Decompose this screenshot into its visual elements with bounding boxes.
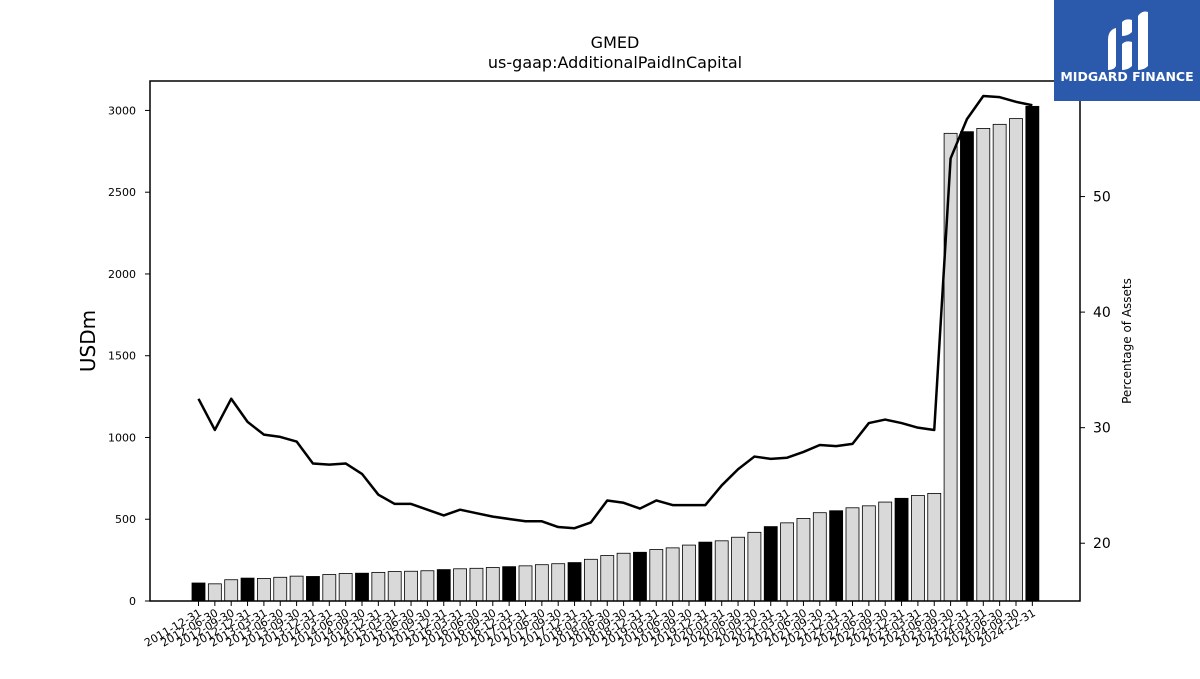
- bar-2019-12-31: [698, 541, 713, 602]
- bar-2023-06-30: [927, 492, 942, 602]
- y-tick-label: 0: [129, 595, 136, 608]
- y2-tick-label: 20: [1093, 536, 1111, 552]
- bar-2013-09-30: [289, 575, 304, 602]
- bar-2023-12-31: [960, 131, 974, 602]
- bar-2014-09-30: [355, 572, 369, 602]
- bar-2014-06-30: [338, 573, 353, 602]
- bar-2024-09-30: [1009, 118, 1023, 602]
- logo: MIDGARD FINANCE: [1054, 0, 1200, 101]
- logo-text: MIDGARD FINANCE: [1060, 69, 1193, 84]
- chart-subtitle: us-gaap:AdditionalPaidInCapital: [488, 53, 742, 72]
- bar-2020-09-30: [747, 531, 762, 602]
- bar-2018-09-30: [616, 552, 631, 602]
- logo-mark-icon: [1108, 11, 1148, 70]
- bar-2016-06-30: [469, 567, 484, 602]
- bar-2013-12-31: [306, 576, 320, 602]
- bar-2021-06-30: [796, 518, 811, 602]
- bar-2017-09-30: [551, 563, 566, 602]
- bar-2015-06-30: [404, 570, 418, 602]
- bar-2022-03-31: [845, 507, 860, 602]
- bar-2021-03-31: [780, 522, 794, 602]
- bar-2023-03-31: [911, 495, 925, 602]
- bar-2020-03-31: [714, 540, 729, 602]
- bar-2015-09-30: [420, 570, 435, 602]
- bar-2014-03-31: [322, 574, 337, 602]
- plot-frame: [149, 80, 1081, 602]
- bar-2024-12-31: [1025, 105, 1040, 602]
- y2-axis-label: Percentage of Assets: [1120, 278, 1134, 404]
- bar-2013-06-30: [273, 576, 288, 602]
- line-layer: [197, 94, 1033, 530]
- bar-2024-03-31: [976, 128, 991, 602]
- y2-tick-label: 50: [1093, 190, 1111, 206]
- bar-2016-12-31: [502, 566, 517, 602]
- right-axis-ticks: 20 30 40 50: [1080, 190, 1111, 552]
- x-axis-ticks: 2011-12-312012-06-302012-09-302012-12-31…: [142, 601, 1038, 650]
- bar-2014-12-31: [371, 571, 386, 602]
- bar-2016-09-30: [485, 567, 500, 602]
- bar-2018-03-31: [584, 558, 598, 602]
- y-tick-label: 2000: [108, 268, 136, 281]
- percentage-of-assets-line: [197, 94, 1033, 530]
- y-tick-label: 1500: [108, 350, 136, 363]
- bar-2020-06-30: [731, 536, 745, 602]
- bar-2011-12-31: [191, 582, 206, 602]
- bar-2015-03-31: [387, 571, 402, 602]
- y-axis-label: USDm: [76, 310, 100, 372]
- bar-2017-12-31: [567, 562, 582, 602]
- chart-title: GMED: [591, 33, 640, 52]
- bar-2013-03-31: [256, 578, 271, 602]
- bar-2021-09-30: [812, 512, 827, 602]
- bar-2021-12-31: [829, 510, 844, 602]
- bar-2015-12-31: [436, 569, 451, 602]
- bar-2017-03-31: [518, 565, 533, 602]
- bar-2012-12-31: [240, 577, 255, 602]
- bar-2022-09-30: [878, 501, 893, 602]
- bar-2019-09-30: [682, 544, 696, 602]
- bar-2022-12-31: [894, 497, 909, 602]
- y-tick-label: 3000: [108, 104, 136, 117]
- bars-layer: [191, 105, 1040, 602]
- y-tick-label: 2500: [108, 186, 136, 199]
- bar-2018-06-30: [600, 555, 615, 602]
- y2-tick-label: 30: [1093, 421, 1111, 437]
- left-axis-ticks: 0 500 1000 1500 2000 2500 3000: [108, 104, 150, 608]
- y-tick-label: 500: [115, 513, 136, 526]
- bar-2012-09-30: [224, 579, 239, 602]
- bar-2022-06-30: [861, 505, 876, 602]
- y2-tick-label: 40: [1093, 305, 1111, 321]
- bar-2016-03-31: [453, 568, 468, 602]
- bar-2012-06-30: [207, 583, 222, 602]
- bar-2017-06-30: [534, 564, 549, 602]
- bar-2019-06-30: [665, 547, 680, 602]
- y-tick-label: 1000: [108, 431, 136, 444]
- bar-2024-06-30: [992, 123, 1007, 602]
- bar-2023-09-30: [943, 132, 958, 602]
- bar-2018-12-31: [633, 551, 647, 602]
- bar-2019-03-31: [649, 549, 664, 602]
- bar-2020-12-31: [763, 526, 778, 602]
